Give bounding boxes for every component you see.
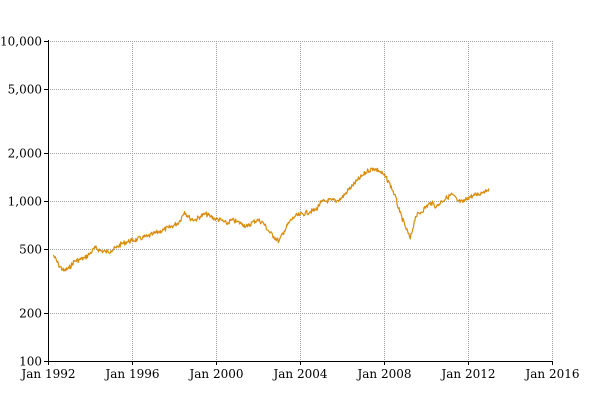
tick-labels: 100 200 500 1,000 2,000 5,000 10,000 Jan 1992 Ja… — [0, 35, 580, 382]
y-tick-label: 100 — [19, 355, 42, 369]
y-tick-label: 5,000 — [8, 83, 42, 97]
x-tick-label: Jan 2008 — [355, 367, 411, 381]
x-tick-label: Jan 2016 — [523, 367, 579, 381]
series — [52, 167, 490, 272]
y-tick-label: 500 — [19, 243, 42, 257]
x-tick-label: Jan 2012 — [439, 367, 495, 381]
x-tick-label: Jan 1992 — [19, 367, 75, 381]
x-tick-label: Jan 1996 — [103, 367, 159, 381]
x-tick-label: Jan 2004 — [271, 367, 327, 381]
grid — [48, 41, 553, 361]
y-tick-label: 2,000 — [8, 147, 42, 161]
y-tick-label: 10,000 — [0, 35, 42, 49]
x-tick-label: Jan 2000 — [187, 367, 243, 381]
y-tick-label: 1,000 — [8, 195, 42, 209]
series-line — [52, 167, 490, 272]
y-tick-label: 200 — [19, 307, 42, 321]
